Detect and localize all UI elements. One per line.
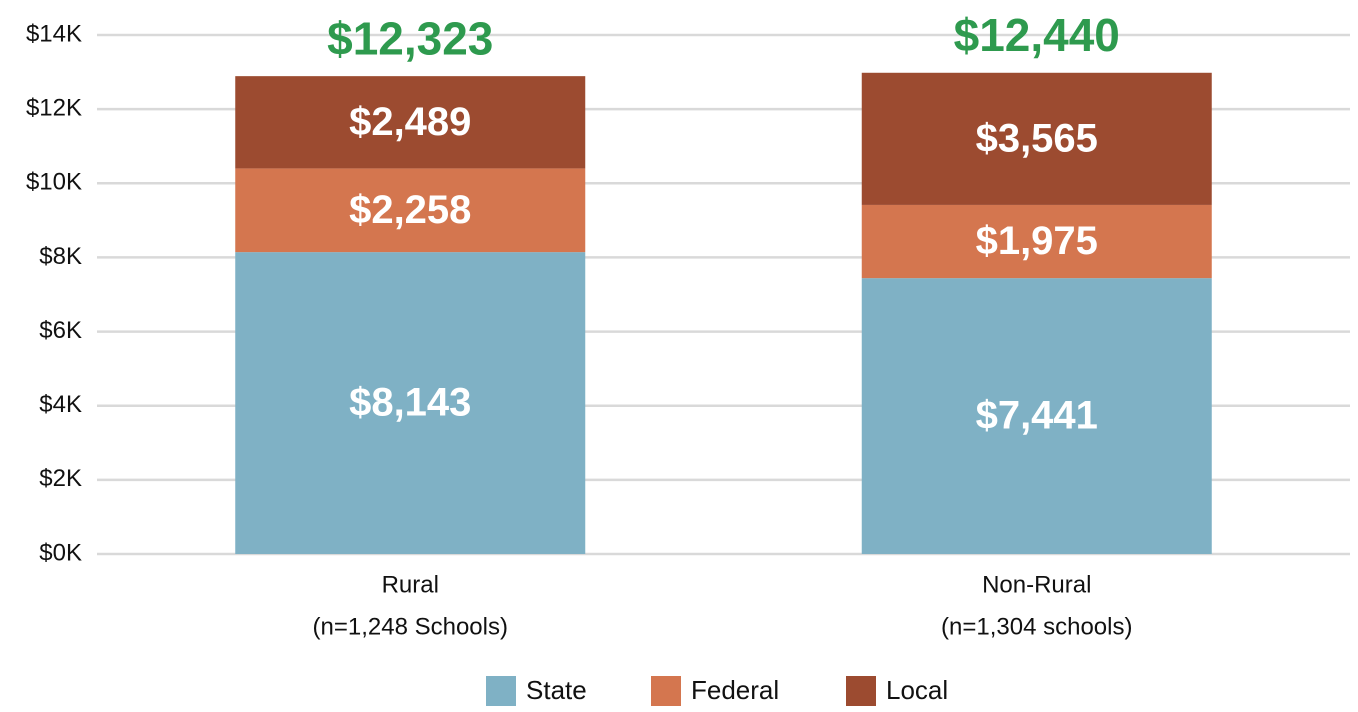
data-label: $3,565: [976, 116, 1098, 160]
y-tick-label: $2K: [39, 465, 82, 492]
y-tick-label: $10K: [26, 169, 82, 196]
data-label: $2,489: [349, 100, 471, 144]
legend-label: Federal: [691, 675, 779, 705]
legend-label: State: [526, 675, 587, 705]
data-label: $8,143: [349, 381, 471, 425]
y-tick-label: $14K: [26, 20, 82, 47]
legend-label: Local: [886, 675, 948, 705]
y-tick-label: $8K: [39, 243, 82, 270]
total-label: $12,440: [954, 9, 1120, 61]
y-tick-label: $12K: [26, 94, 82, 121]
total-label: $12,323: [327, 12, 493, 64]
x-tick-label: (n=1,304 schools): [941, 613, 1132, 640]
bar-segment: [861, 72, 1212, 205]
legend-swatch: [486, 676, 516, 706]
bar-segment: [861, 204, 1212, 279]
data-label: $2,258: [349, 188, 471, 232]
y-tick-label: $4K: [39, 391, 82, 418]
bar-segment: [235, 76, 586, 169]
bar-segment: [235, 168, 586, 253]
y-tick-label: $6K: [39, 317, 82, 344]
legend-swatch: [846, 676, 876, 706]
y-tick-label: $0K: [39, 539, 82, 566]
legend-swatch: [651, 676, 681, 706]
x-tick-label: Rural: [382, 571, 439, 598]
bar-segment: [235, 252, 586, 554]
x-tick-label: Non-Rural: [982, 571, 1091, 598]
bar-segment: [861, 278, 1212, 554]
x-tick-label: (n=1,248 Schools): [313, 613, 508, 640]
data-label: $1,975: [976, 219, 1098, 263]
data-label: $7,441: [976, 394, 1098, 438]
